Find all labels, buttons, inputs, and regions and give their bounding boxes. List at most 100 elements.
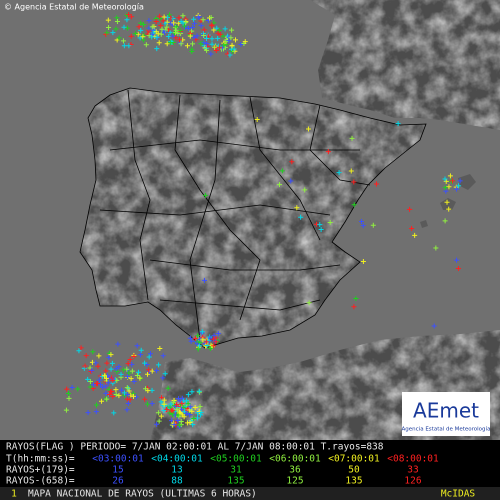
lightning-strike: [113, 387, 119, 393]
lightning-strike: [360, 258, 366, 264]
lightning-strike: [171, 20, 177, 26]
lightning-strike: [97, 382, 103, 388]
lightning-strike: [161, 14, 167, 20]
lightning-strike: [116, 35, 122, 41]
lightning-strike: [177, 37, 183, 43]
lightning-strike: [100, 384, 106, 390]
lightning-strike: [110, 393, 116, 399]
lightning-strike: [166, 12, 172, 18]
lightning-strike: [327, 219, 333, 225]
lightning-strike: [203, 36, 209, 42]
lightning-strike: [132, 31, 138, 37]
lightning-strike: [128, 33, 134, 39]
lightning-strike: [227, 52, 233, 58]
lightning-strike: [154, 368, 160, 374]
lightning-strike: [101, 373, 107, 379]
lightning-strike: [126, 12, 132, 18]
lightning-strike: [217, 31, 223, 37]
lightning-strike: [184, 420, 190, 426]
lightning-strike: [82, 363, 88, 369]
lightning-strike: [157, 13, 163, 19]
lightning-strike: [211, 343, 217, 349]
lightning-strike: [184, 398, 190, 404]
lightning-strike: [360, 223, 366, 229]
lightning-strike: [90, 382, 96, 388]
lightning-strike: [134, 373, 140, 379]
negative-count: 135: [345, 476, 362, 487]
lightning-strike: [167, 29, 173, 35]
lightning-strike: [178, 419, 184, 425]
lightning-strike: [215, 331, 221, 337]
lightning-strike: [446, 206, 452, 212]
lightning-strike: [185, 392, 191, 398]
lightning-strike: [148, 351, 154, 357]
lightning-strike: [180, 20, 186, 26]
lightning-strike: [204, 339, 210, 345]
lightning-strike: [66, 395, 72, 401]
lightning-strike: [211, 27, 217, 33]
lightning-strike: [351, 202, 357, 208]
lightning-strike: [113, 392, 119, 398]
lightning-strike: [191, 34, 197, 40]
lightning-strike: [126, 43, 132, 49]
lightning-strike: [103, 390, 109, 396]
lightning-strike: [442, 185, 448, 191]
lightning-strike: [135, 31, 141, 37]
lightning-strike: [153, 29, 159, 35]
lightning-strike: [207, 335, 213, 341]
lightning-strike: [85, 376, 91, 382]
lightning-strike: [99, 373, 105, 379]
lightning-strike: [242, 39, 248, 45]
lightning-strike: [189, 49, 195, 55]
lightning-strike: [138, 20, 144, 26]
lightning-strike: [454, 186, 460, 192]
logo-subtitle: Agencia Estatal de Meteorología: [402, 426, 491, 433]
lightning-strike: [174, 402, 180, 408]
lightning-strike: [121, 390, 127, 396]
lightning-strike: [181, 23, 187, 29]
lightning-strike: [192, 336, 198, 342]
logo-name: AEmet: [413, 399, 479, 423]
lightning-strike: [201, 33, 207, 39]
lightning-strike: [351, 304, 357, 310]
lightning-strike: [149, 34, 155, 40]
lightning-strike: [173, 30, 179, 36]
lightning-strike: [120, 38, 126, 44]
lightning-strike: [349, 135, 355, 141]
lightning-strike: [205, 33, 211, 39]
negative-count: 88: [171, 476, 183, 487]
lightning-strike: [143, 386, 149, 392]
lightning-strike: [146, 33, 152, 39]
negative-count: 26: [112, 476, 124, 487]
lightning-strike: [146, 18, 152, 24]
lightning-strike: [209, 23, 215, 29]
lightning-strike: [108, 352, 114, 358]
lightning-strike: [87, 378, 93, 384]
lightning-strike: [106, 25, 112, 31]
lightning-strike: [211, 333, 217, 339]
lightning-strike: [457, 178, 463, 184]
lightning-strike: [164, 407, 170, 413]
lightning-strike: [456, 183, 462, 189]
lightning-strike: [160, 18, 166, 24]
lightning-strike: [174, 406, 180, 412]
lightning-strike: [187, 412, 193, 418]
lightning-strike: [176, 422, 182, 428]
footer-number: 1: [11, 489, 17, 500]
lightning-strike: [114, 15, 120, 21]
lightning-strike: [208, 14, 214, 20]
lightning-strike: [95, 363, 101, 369]
lightning-strike: [181, 414, 187, 420]
lightning-strike: [164, 41, 170, 47]
positive-count: 33: [407, 465, 418, 476]
lightning-strike: [126, 370, 132, 376]
lightning-strike: [228, 35, 234, 41]
lightning-strike: [190, 41, 196, 47]
lightning-strike: [160, 353, 166, 359]
lightning-strike: [164, 24, 170, 30]
lightning-strike: [232, 48, 238, 54]
lightning-strike: [168, 21, 174, 27]
lightning-strike: [160, 375, 166, 381]
lightning-strike: [146, 25, 152, 31]
lightning-strike: [125, 385, 131, 391]
